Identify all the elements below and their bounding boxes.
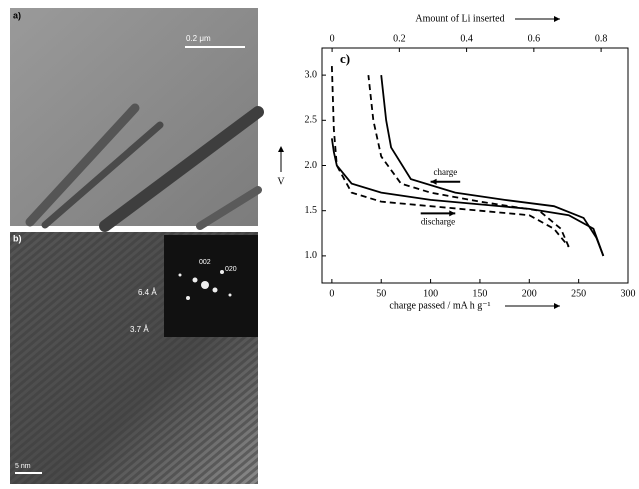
y-tick-label: 2.0 xyxy=(305,160,318,171)
page: a) 0.2 μm 002 020 b) 6.4 Å 3.7 Å 5 nm c)… xyxy=(0,0,639,484)
annotation: charge xyxy=(433,167,457,177)
y-tick-label: 1.5 xyxy=(305,205,318,216)
x-tick-label: 200 xyxy=(522,288,537,299)
annotation-arrow-head xyxy=(431,179,437,185)
y-tick-label: 3.0 xyxy=(305,69,318,80)
x2-tick-label: 0.4 xyxy=(460,33,473,44)
diffraction-inset xyxy=(164,235,258,337)
figure: a) 0.2 μm 002 020 b) 6.4 Å 3.7 Å 5 nm c)… xyxy=(0,0,639,484)
x-tick-label: 50 xyxy=(376,288,386,299)
x2-axis-label: Amount of Li inserted xyxy=(415,13,504,24)
scale-label: 5 nm xyxy=(15,463,31,470)
axis-arrow-head xyxy=(278,146,284,152)
panel-label: b) xyxy=(13,233,22,243)
panel-label: a) xyxy=(13,10,21,20)
y-tick-label: 2.5 xyxy=(305,115,318,126)
scale-label: 0.2 μm xyxy=(186,34,211,43)
plot-frame xyxy=(322,48,628,283)
x-tick-label: 300 xyxy=(621,288,636,299)
x-tick-label: 100 xyxy=(423,288,438,299)
spot-label: 020 xyxy=(225,266,237,273)
spacing-label: 3.7 Å xyxy=(130,325,149,334)
panel-a: a) 0.2 μm xyxy=(10,8,258,226)
curve xyxy=(381,75,603,256)
x-tick-label: 0 xyxy=(329,288,334,299)
x2-tick-label: 0 xyxy=(330,33,335,44)
spacing-label: 6.4 Å xyxy=(138,288,157,297)
x2-tick-label: 0.8 xyxy=(595,33,608,44)
axis-arrow-head xyxy=(554,16,560,22)
annotation: discharge xyxy=(421,216,455,226)
spot-label: 002 xyxy=(199,259,211,266)
x2-tick-label: 0.6 xyxy=(528,33,541,44)
x-tick-label: 250 xyxy=(571,288,586,299)
micrograph xyxy=(10,8,258,226)
x-tick-label: 150 xyxy=(472,288,487,299)
panel-label: c) xyxy=(340,51,350,66)
axis-arrow-head xyxy=(554,303,560,309)
y-axis-label: V xyxy=(277,176,285,187)
chart: c) charge passed / mA h g⁻¹ Amount of Li… xyxy=(277,13,635,311)
y-tick-label: 1.0 xyxy=(305,250,318,261)
x-axis-label: charge passed / mA h g⁻¹ xyxy=(389,300,490,311)
x2-tick-label: 0.2 xyxy=(393,33,406,44)
panel-b: 002 020 b) 6.4 Å 3.7 Å 5 nm xyxy=(10,232,258,484)
